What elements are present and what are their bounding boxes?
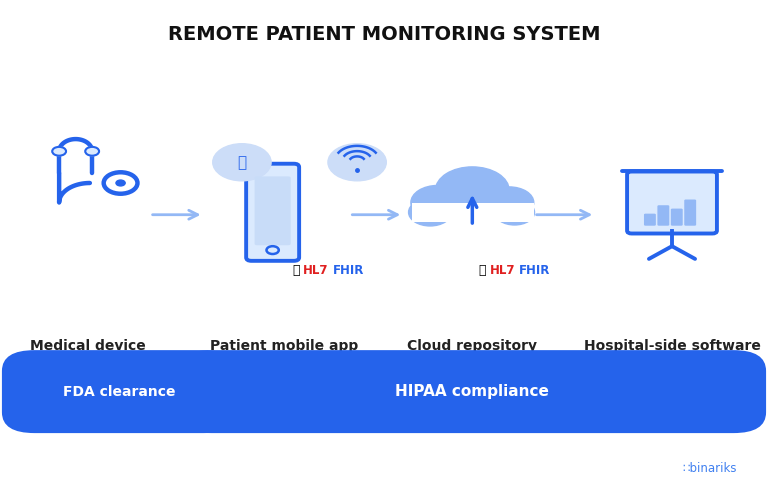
- Circle shape: [85, 147, 99, 156]
- Text: REMOTE PATIENT MONITORING SYSTEM: REMOTE PATIENT MONITORING SYSTEM: [167, 25, 601, 43]
- FancyBboxPatch shape: [657, 205, 669, 225]
- Text: FHIR: FHIR: [333, 264, 364, 277]
- Circle shape: [52, 147, 66, 156]
- FancyBboxPatch shape: [627, 172, 717, 234]
- Text: Medical device: Medical device: [31, 340, 146, 353]
- FancyBboxPatch shape: [412, 203, 534, 222]
- Circle shape: [116, 180, 125, 186]
- Text: ∷binariks: ∷binariks: [683, 462, 737, 475]
- Text: HL7: HL7: [490, 264, 515, 277]
- Text: HIPAA compliance: HIPAA compliance: [396, 384, 549, 399]
- FancyBboxPatch shape: [246, 164, 299, 261]
- Circle shape: [409, 199, 452, 226]
- FancyBboxPatch shape: [670, 208, 683, 225]
- FancyBboxPatch shape: [684, 200, 696, 225]
- Text: FDA clearance: FDA clearance: [63, 385, 175, 399]
- Text: Hospital-side software: Hospital-side software: [584, 340, 760, 353]
- Text: FHIR: FHIR: [519, 264, 551, 277]
- Circle shape: [328, 143, 386, 181]
- Text: 🔥: 🔥: [478, 264, 486, 277]
- Circle shape: [485, 187, 534, 218]
- Text: Cloud repository: Cloud repository: [407, 340, 538, 353]
- Circle shape: [435, 167, 509, 214]
- Text: 🔥: 🔥: [292, 264, 300, 277]
- Circle shape: [411, 185, 465, 220]
- FancyBboxPatch shape: [178, 350, 766, 433]
- Text: Patient mobile app: Patient mobile app: [210, 340, 359, 353]
- Circle shape: [213, 143, 271, 181]
- FancyBboxPatch shape: [2, 350, 237, 433]
- Circle shape: [495, 200, 535, 225]
- Text: HL7: HL7: [303, 264, 329, 277]
- Text: ᛒ: ᛒ: [237, 155, 247, 170]
- FancyBboxPatch shape: [254, 177, 290, 245]
- FancyBboxPatch shape: [644, 214, 656, 225]
